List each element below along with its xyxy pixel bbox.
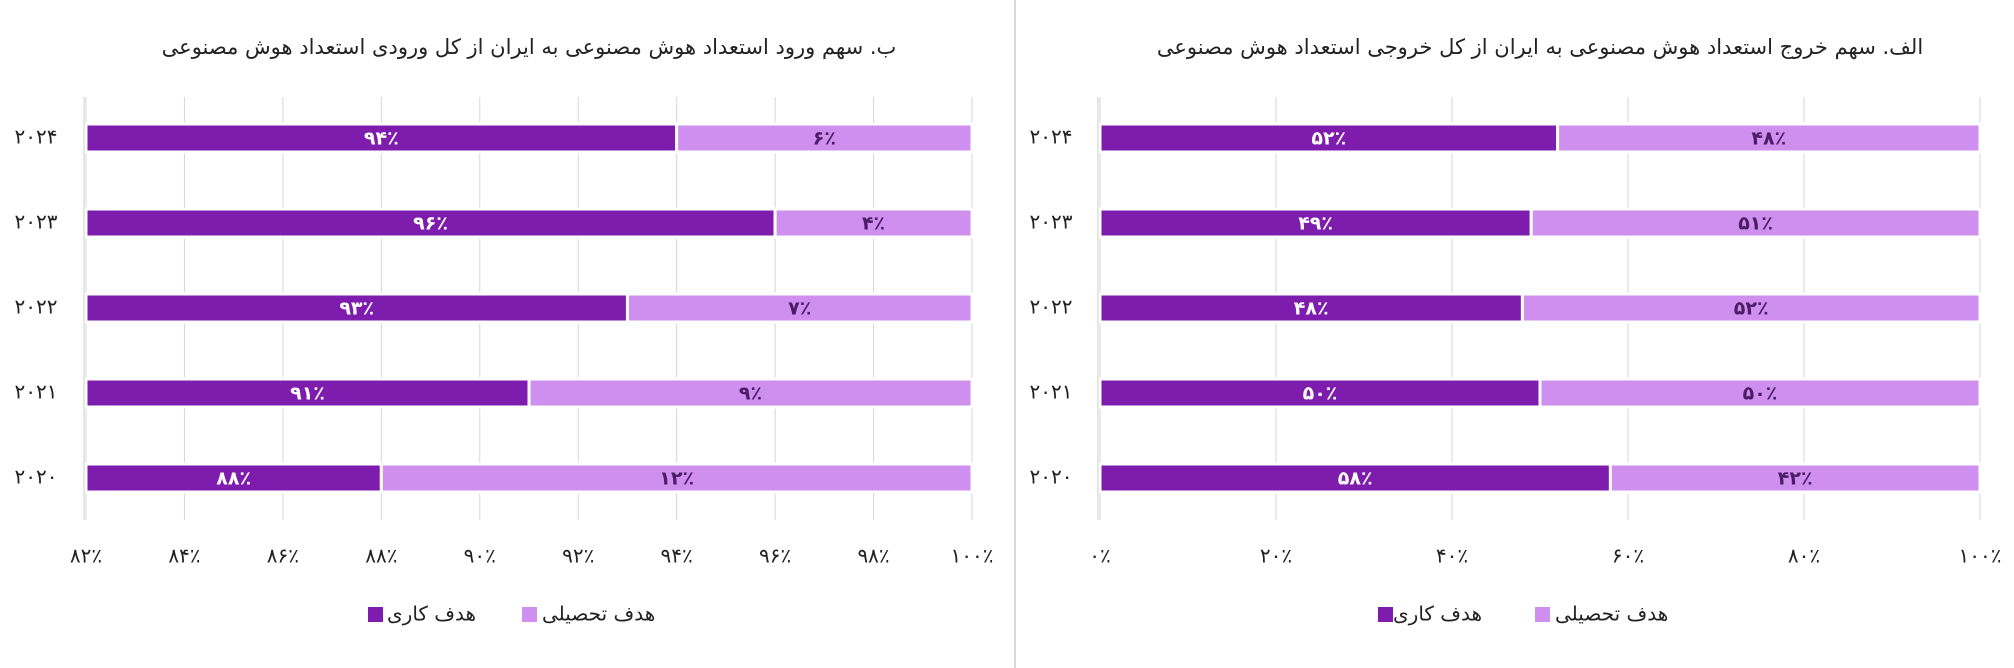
data-label: ۹۳٪ [339, 298, 374, 320]
data-label: ۹۱٪ [290, 383, 325, 405]
y-tick-label: ۲۰۲۴ [1030, 125, 1073, 149]
legend-swatch [522, 607, 537, 622]
data-label: ۴۸٪ [1294, 298, 1329, 320]
y-tick-label: ۲۰۲۲ [1030, 295, 1073, 319]
bar-segment [1608, 462, 1982, 494]
x-tick-label: ۴۰٪ [1436, 544, 1468, 568]
x-tick-label: ۹۸٪ [857, 544, 889, 568]
bar-segment [84, 377, 531, 409]
bar-segment [675, 122, 974, 154]
data-label: ۵۲٪ [1311, 128, 1346, 150]
data-label: ۵۲٪ [1734, 298, 1769, 320]
data-label: ۱۲٪ [659, 468, 694, 490]
bar-segment [1520, 292, 1982, 324]
legend-swatch [1378, 607, 1393, 622]
data-label: ۴٪ [862, 213, 885, 235]
data-label: ۵۱٪ [1738, 213, 1773, 235]
bar-segment [84, 462, 383, 494]
x-tick-label: ۲۰٪ [1260, 544, 1292, 568]
x-tick-label: ۰٪ [1089, 544, 1110, 568]
x-tick-label: ۹۰٪ [464, 544, 496, 568]
y-tick-label: ۲۰۲۰ [15, 465, 58, 489]
bar-segment [84, 122, 679, 154]
data-label: ۴۹٪ [1298, 213, 1333, 235]
data-label: ۵۰٪ [1303, 383, 1338, 405]
x-tick-label: ۹۴٪ [661, 544, 693, 568]
bar-segment [379, 462, 974, 494]
legend-label: هدف تحصیلی [1555, 602, 1668, 626]
legend-label: هدف تحصیلی [542, 602, 655, 626]
x-tick-label: ۸۰٪ [1788, 544, 1820, 568]
chart-title: الف. سهم خروج استعداد هوش مصنوعی به ایرا… [1157, 35, 1923, 60]
x-tick-label: ۱۰۰٪ [951, 544, 994, 568]
x-tick-label: ۶۰٪ [1612, 544, 1644, 568]
data-label: ۴۸٪ [1751, 128, 1786, 150]
data-label: ۵۸٪ [1338, 468, 1373, 490]
y-tick-label: ۲۰۲۳ [1030, 210, 1073, 234]
legend-swatch [368, 607, 383, 622]
y-tick-label: ۲۰۲۲ [15, 295, 58, 319]
y-tick-label: ۲۰۲۱ [15, 380, 58, 404]
legend-swatch [1535, 607, 1550, 622]
data-label: ۹۴٪ [364, 128, 399, 150]
data-label: ۹٪ [739, 383, 762, 405]
data-label: ۹۶٪ [413, 213, 448, 235]
data-label: ۸۸٪ [216, 468, 251, 490]
bar-segment [1538, 377, 1982, 409]
y-tick-label: ۲۰۲۱ [1030, 380, 1073, 404]
x-tick-label: ۱۰۰٪ [1959, 544, 2002, 568]
x-tick-label: ۸۸٪ [365, 544, 397, 568]
chart-title: ب. سهم ورود استعداد هوش مصنوعی به ایران … [162, 35, 897, 60]
data-label: ۷٪ [788, 298, 811, 320]
bar-segment [1098, 292, 1524, 324]
legend-label: هدف کاری [387, 602, 476, 626]
bar-segment [1556, 122, 1982, 154]
y-tick-label: ۲۰۲۴ [15, 125, 58, 149]
bar-segment [625, 292, 974, 324]
legend-label: هدف کاری [1393, 602, 1482, 626]
x-tick-label: ۸۴٪ [168, 544, 200, 568]
x-tick-label: ۹۶٪ [759, 544, 791, 568]
y-tick-label: ۲۰۲۳ [15, 210, 58, 234]
y-tick-label: ۲۰۲۰ [1030, 465, 1073, 489]
bar-segment [84, 292, 629, 324]
data-label: ۵۰٪ [1743, 383, 1778, 405]
x-tick-label: ۸۲٪ [70, 544, 102, 568]
data-label: ۴۲٪ [1778, 468, 1813, 490]
bar-segment [773, 207, 974, 239]
data-label: ۶٪ [813, 128, 836, 150]
x-tick-label: ۹۲٪ [562, 544, 594, 568]
bar-segment [1529, 207, 1982, 239]
bar-segment [527, 377, 974, 409]
bar-segment [1098, 122, 1560, 154]
x-tick-label: ۸۶٪ [267, 544, 299, 568]
